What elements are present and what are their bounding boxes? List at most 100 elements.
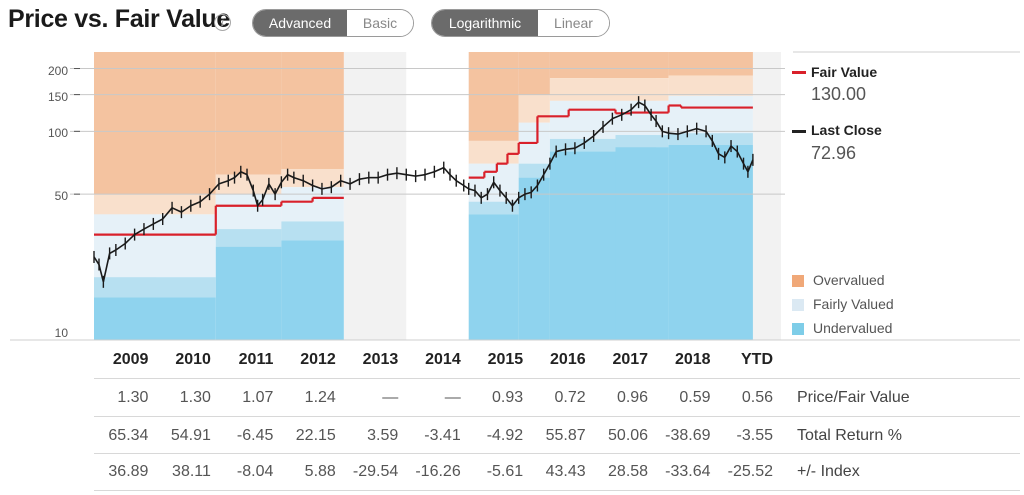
- info-icon[interactable]: i: [214, 14, 231, 31]
- price-segment: [687, 127, 697, 133]
- overvalued-band: [94, 52, 216, 195]
- price-segment: [555, 148, 566, 153]
- fairly-valued-band: [668, 95, 753, 134]
- undervalued-swatch: [792, 323, 804, 335]
- price-segment: [742, 163, 749, 173]
- table-cell: -4.92: [486, 427, 524, 444]
- overvalued-light-band: [615, 78, 669, 101]
- price-segment: [449, 174, 457, 182]
- price-segment: [180, 205, 192, 213]
- price-segment: [565, 147, 575, 151]
- linear-button[interactable]: Linear: [538, 10, 609, 36]
- table-divider: [94, 490, 1020, 491]
- undervalued-band: [215, 246, 282, 340]
- table-row-label: Price/Fair Value: [797, 389, 910, 406]
- price-segment: [115, 242, 126, 251]
- price-segment: [359, 176, 369, 180]
- price-segment: [199, 193, 211, 203]
- price-segment: [499, 190, 507, 199]
- price-segment: [152, 218, 164, 225]
- last-close-legend-line: [792, 130, 806, 133]
- undervalued-band: [668, 145, 753, 340]
- overvalued-label: Overvalued: [813, 272, 885, 288]
- price-segment: [468, 188, 476, 192]
- table-divider: [94, 416, 1020, 417]
- logarithmic-button[interactable]: Logarithmic: [432, 10, 538, 36]
- price-segment: [171, 207, 182, 213]
- price-segment: [124, 234, 136, 245]
- undervalued-light-band: [468, 201, 519, 215]
- price-segment: [530, 184, 539, 193]
- table-cell: 0.72: [554, 389, 586, 406]
- price-segment: [730, 145, 738, 153]
- price-segment: [593, 126, 604, 137]
- table-cell: 38.11: [172, 463, 211, 480]
- undervalued-band: [549, 151, 616, 340]
- fairly-valued-band: [549, 100, 616, 139]
- table-cell: -16.26: [415, 463, 461, 480]
- price-segment: [109, 249, 117, 255]
- year-header: 2011: [238, 351, 274, 368]
- table-cell: 0.93: [492, 389, 524, 406]
- price-segment: [190, 200, 201, 207]
- price-segment: [218, 179, 229, 185]
- table-cell: 50.06: [608, 427, 649, 444]
- year-header: 2015: [487, 351, 524, 368]
- fairly-valued-band: [281, 187, 344, 222]
- year-header: 2012: [300, 351, 336, 368]
- fair-value-legend-line: [792, 71, 806, 74]
- table-cell: -38.69: [665, 427, 711, 444]
- table-cell: 0.59: [679, 389, 711, 406]
- price-segment: [396, 172, 407, 176]
- price-segment: [474, 190, 482, 199]
- undervalued-band: [468, 214, 519, 340]
- undervalued-light-band: [94, 277, 216, 298]
- overvalued-band: [518, 52, 550, 95]
- overvalued-band: [549, 52, 616, 79]
- basic-button[interactable]: Basic: [347, 10, 413, 36]
- price-segment: [424, 171, 435, 176]
- y-tick-label: 150: [47, 90, 68, 104]
- price-segment: [644, 105, 652, 116]
- table-cell: 1.07: [242, 389, 274, 406]
- year-header: 2017: [612, 351, 649, 368]
- price-segment: [387, 172, 398, 176]
- price-segment: [612, 114, 623, 120]
- table-cell: 1.30: [179, 389, 211, 406]
- table-cell: -25.52: [727, 463, 773, 480]
- price-segment: [736, 151, 745, 165]
- last-close-amount: 72.96: [811, 143, 857, 163]
- overvalued-band: [281, 52, 344, 169]
- table-cell: -29.54: [352, 463, 399, 480]
- table-cell: 1.30: [117, 389, 149, 406]
- price-segment: [486, 181, 495, 195]
- undervalued-light-band: [281, 221, 344, 241]
- year-header: 2014: [425, 351, 461, 368]
- year-header: 2010: [175, 351, 211, 368]
- undervalued-light-band: [518, 163, 550, 178]
- table-cell: -6.45: [236, 427, 274, 444]
- price-segment: [711, 140, 720, 155]
- table-cell: 1.24: [304, 389, 336, 406]
- table-divider: [94, 378, 1020, 379]
- price-segment: [252, 190, 259, 206]
- scale-toggle: Logarithmic Linear: [431, 9, 610, 37]
- year-header: 2013: [362, 351, 399, 368]
- table-cell: -3.55: [736, 427, 773, 444]
- price-segment: [233, 171, 242, 179]
- price-segment: [98, 264, 105, 283]
- advanced-button[interactable]: Advanced: [253, 10, 347, 36]
- overvalued-light-band: [94, 194, 216, 215]
- price-segment: [542, 163, 551, 176]
- price-segment: [668, 132, 679, 135]
- price-segment: [434, 166, 445, 173]
- table-cell: 28.58: [608, 463, 649, 480]
- price-segment: [349, 178, 360, 185]
- price-segment: [274, 181, 283, 195]
- price-segment: [406, 173, 416, 177]
- price-segment: [518, 193, 526, 199]
- fair-value-amount: 130.00: [811, 84, 867, 104]
- price-segment: [505, 197, 514, 207]
- page-title: Price vs. Fair Value: [8, 5, 230, 33]
- table-cell: 0.96: [616, 389, 649, 406]
